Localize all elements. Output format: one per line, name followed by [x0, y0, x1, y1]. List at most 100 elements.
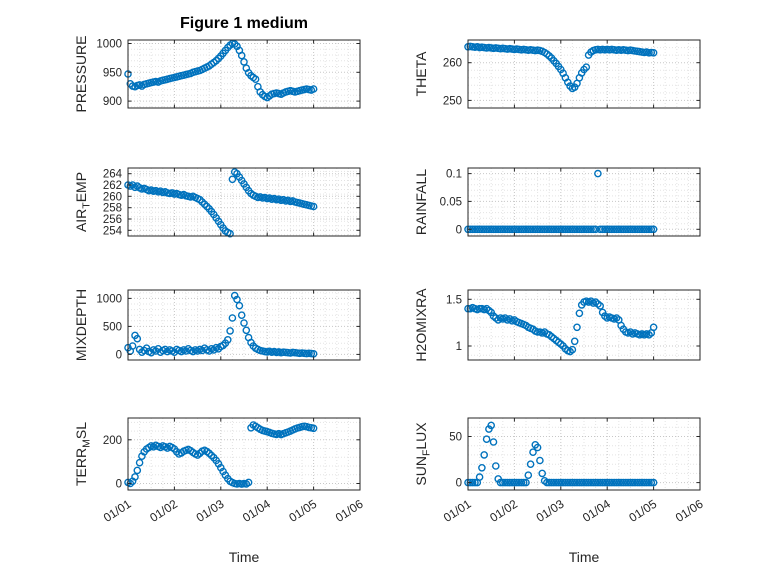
data-point — [512, 225, 521, 234]
data-point — [508, 478, 516, 487]
data-point — [524, 471, 533, 480]
axes-box — [127, 417, 361, 491]
data-point — [251, 75, 260, 83]
data-point — [131, 473, 139, 481]
data-point — [557, 478, 565, 487]
data-point — [524, 225, 533, 234]
data-point — [619, 478, 628, 487]
data-point — [487, 421, 496, 430]
y-tick-label: 250 — [443, 95, 462, 107]
data-point — [475, 304, 484, 313]
y-tick-label: 0.1 — [446, 169, 462, 181]
data-point — [536, 225, 544, 234]
data-point — [475, 473, 484, 481]
y-axis-label: THETA — [413, 51, 429, 97]
theta-series — [464, 42, 658, 93]
data-point — [568, 225, 577, 234]
axes-box — [467, 289, 701, 361]
data-point — [203, 202, 211, 211]
data-point — [573, 478, 581, 487]
data-point — [491, 225, 500, 234]
x-tick-label: 01/03 — [534, 497, 567, 525]
grid-lines — [128, 40, 360, 108]
data-point — [649, 225, 658, 234]
x-tick-label: 01/04 — [580, 497, 613, 525]
axes-box — [127, 167, 361, 237]
data-point — [550, 478, 558, 487]
y-tick-label: 1.5 — [446, 294, 462, 306]
data-point — [491, 462, 500, 470]
data-point — [573, 225, 581, 234]
data-point — [466, 225, 475, 234]
y-tick-label: 1000 — [96, 293, 122, 305]
tick-marks — [467, 418, 701, 490]
data-point — [584, 225, 593, 234]
data-point — [228, 314, 237, 322]
axes-box — [127, 39, 361, 109]
data-point — [628, 478, 637, 487]
data-point — [615, 225, 623, 234]
y-axis-label: H2OMIXRA — [413, 288, 429, 362]
rainfall-series — [464, 169, 658, 234]
data-point — [649, 49, 658, 57]
data-point — [498, 225, 507, 234]
grid-lines — [468, 168, 700, 236]
y-tick-label: 1000 — [96, 39, 122, 51]
x-tick-label: 01/05 — [626, 497, 659, 525]
data-point — [501, 478, 509, 487]
data-point — [533, 443, 542, 452]
data-point — [244, 478, 253, 487]
data-point — [478, 225, 486, 234]
y-tick-label: 0 — [456, 478, 462, 490]
data-point — [228, 175, 237, 184]
data-point — [133, 334, 142, 343]
x-tick-label: 01/04 — [240, 497, 273, 525]
y-tick-label: 1 — [456, 341, 462, 353]
data-point — [223, 335, 232, 344]
data-point — [647, 478, 656, 487]
data-point — [580, 65, 588, 74]
data-point — [515, 478, 523, 487]
data-point — [631, 478, 639, 487]
y-tick-label: 258 — [103, 203, 122, 215]
data-point — [240, 319, 248, 327]
data-point — [647, 225, 656, 234]
data-point — [519, 478, 528, 487]
data-point — [538, 469, 547, 478]
data-point — [580, 225, 588, 234]
data-point — [587, 225, 595, 234]
grid-lines — [468, 40, 700, 108]
tick-marks — [127, 168, 361, 236]
data-point — [573, 323, 581, 332]
data-point — [478, 463, 486, 472]
x-axis-label: Time — [569, 549, 600, 565]
data-point — [475, 225, 484, 234]
terr_msl-series — [124, 421, 318, 488]
subplot-terr_msl: 0 200 01/01 01/02 01/03 01/04 01/05 01/06 Time TE… — [73, 417, 366, 565]
y-tick-label: 260 — [103, 191, 122, 203]
data-point — [617, 478, 625, 487]
data-point — [575, 309, 584, 318]
data-point — [642, 225, 651, 234]
data-point — [631, 225, 639, 234]
x-tick-label: 01/02 — [487, 497, 520, 525]
data-point — [638, 478, 646, 487]
data-point — [526, 460, 535, 469]
subplot-theta: 250 260 THETA — [413, 39, 701, 109]
subplot-pressure: 900 950 1000 PRESSURE — [73, 35, 361, 113]
data-point — [128, 342, 137, 350]
data-point — [570, 225, 579, 234]
y-tick-label: 0 — [116, 349, 122, 361]
tick-marks — [467, 40, 701, 108]
data-point — [226, 327, 234, 335]
y-tick-label: 0 — [116, 479, 122, 491]
y-tick-label: 500 — [103, 321, 122, 333]
data-point — [582, 63, 591, 71]
y-tick-label: 254 — [103, 225, 123, 237]
data-point — [561, 478, 570, 487]
data-point — [628, 225, 637, 234]
data-point — [214, 459, 223, 468]
data-point — [580, 478, 588, 487]
